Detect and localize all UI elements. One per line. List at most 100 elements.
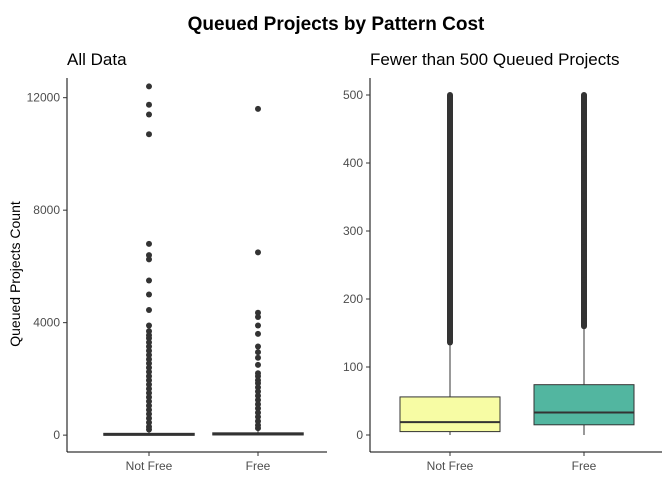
outlier-point — [255, 401, 261, 408]
outlier-point — [581, 126, 587, 132]
outlier-point — [255, 354, 261, 361]
outlier-point — [581, 119, 587, 126]
outlier-point — [146, 339, 152, 346]
box-not-free — [399, 92, 501, 435]
outlier-point — [255, 343, 261, 350]
outlier-point — [255, 105, 261, 112]
outlier-point — [581, 174, 587, 181]
outlier-point — [146, 291, 152, 298]
outlier-point — [581, 132, 587, 139]
outlier-point — [581, 238, 587, 245]
outlier-point — [146, 389, 152, 396]
outlier-point — [255, 249, 261, 256]
outlier-point — [146, 343, 152, 350]
outlier-point — [581, 260, 587, 267]
outlier-point — [255, 418, 261, 425]
outlier-point — [581, 199, 587, 206]
outlier-point — [146, 335, 152, 342]
outlier-point — [581, 168, 587, 175]
outlier-point — [146, 398, 152, 405]
outlier-point — [581, 193, 587, 200]
outlier-point — [581, 108, 587, 115]
panel-all-data: All Data Queued Projects Count 0 4000 8000… — [7, 50, 327, 473]
outlier-point — [255, 361, 261, 368]
outlier-point — [146, 322, 152, 329]
x-tick-label: Free — [572, 459, 597, 473]
outlier-point — [581, 222, 587, 229]
outlier-point — [581, 249, 587, 256]
y-tick-label: 100 — [343, 360, 363, 374]
left-plot-layer: 0 4000 8000 12000 Not Free Free — [27, 78, 327, 473]
outlier-point — [146, 419, 152, 426]
outlier-point — [255, 409, 261, 416]
y-tick-label: 4000 — [33, 316, 60, 330]
outlier-point — [581, 271, 587, 278]
panel-title-under-500: Fewer than 500 Queued Projects — [370, 50, 619, 69]
outlier-point — [146, 394, 152, 401]
outlier-point — [146, 252, 152, 259]
outlier-point — [255, 384, 261, 391]
outlier-point — [255, 396, 261, 403]
outlier-point — [581, 217, 587, 224]
x-tick-label: Not Free — [126, 459, 173, 473]
outlier-point — [146, 131, 152, 138]
y-tick-label: 500 — [343, 88, 363, 102]
box-iqr — [399, 396, 501, 433]
outlier-point — [146, 356, 152, 363]
y-tick-label: 0 — [53, 428, 60, 442]
outlier-point — [146, 381, 152, 388]
outlier-point — [581, 292, 587, 299]
y-tick-label: 200 — [343, 292, 363, 306]
y-tick-label: 0 — [356, 428, 363, 442]
outlier-point — [581, 244, 587, 251]
panel-title-all-data: All Data — [67, 50, 127, 69]
outlier-point — [146, 415, 152, 422]
outlier-point — [581, 287, 587, 294]
outlier-point — [581, 276, 587, 283]
outlier-point — [255, 322, 261, 329]
outlier-point — [146, 306, 152, 313]
outlier-point — [581, 228, 587, 234]
outlier-point — [581, 317, 587, 324]
outlier-point — [146, 377, 152, 384]
y-tick-label: 12000 — [27, 91, 61, 105]
outlier-point — [255, 309, 261, 316]
outlier-point — [255, 425, 261, 432]
outlier-point — [146, 256, 152, 263]
outlier-point — [146, 83, 152, 90]
y-axis-title: Queued Projects Count — [7, 201, 23, 347]
outlier-point — [581, 102, 587, 109]
outlier-point — [146, 240, 152, 247]
outlier-point — [581, 302, 587, 309]
outlier-point — [581, 138, 587, 145]
outlier-point — [146, 277, 152, 284]
outlier-point — [146, 368, 152, 375]
outlier-point — [581, 255, 587, 262]
outlier-point — [255, 392, 261, 399]
box-free — [533, 92, 635, 435]
outlier-point — [581, 150, 587, 157]
outlier-point — [255, 330, 261, 337]
outlier-point — [255, 314, 261, 321]
panel-under-500: Fewer than 500 Queued Projects 0 100 200 30… — [343, 50, 662, 473]
outlier-point — [581, 156, 587, 163]
outlier-point — [255, 373, 261, 380]
outlier-point — [581, 233, 587, 240]
y-tick-label: 300 — [343, 224, 363, 238]
outlier-point — [146, 411, 152, 418]
outlier-point — [581, 297, 587, 304]
x-tick-label: Not Free — [427, 459, 474, 473]
outlier-point — [581, 162, 587, 169]
outlier-point — [581, 144, 587, 151]
box-not-free — [103, 83, 195, 436]
outlier-point — [581, 211, 587, 218]
outlier-point — [581, 266, 587, 273]
outlier-point — [581, 205, 587, 212]
outlier-point — [581, 308, 587, 315]
outlier-point — [255, 388, 261, 395]
outlier-point — [581, 181, 587, 188]
y-tick-label: 8000 — [33, 203, 60, 217]
outlier-point — [146, 347, 152, 354]
outlier-point — [146, 101, 152, 108]
